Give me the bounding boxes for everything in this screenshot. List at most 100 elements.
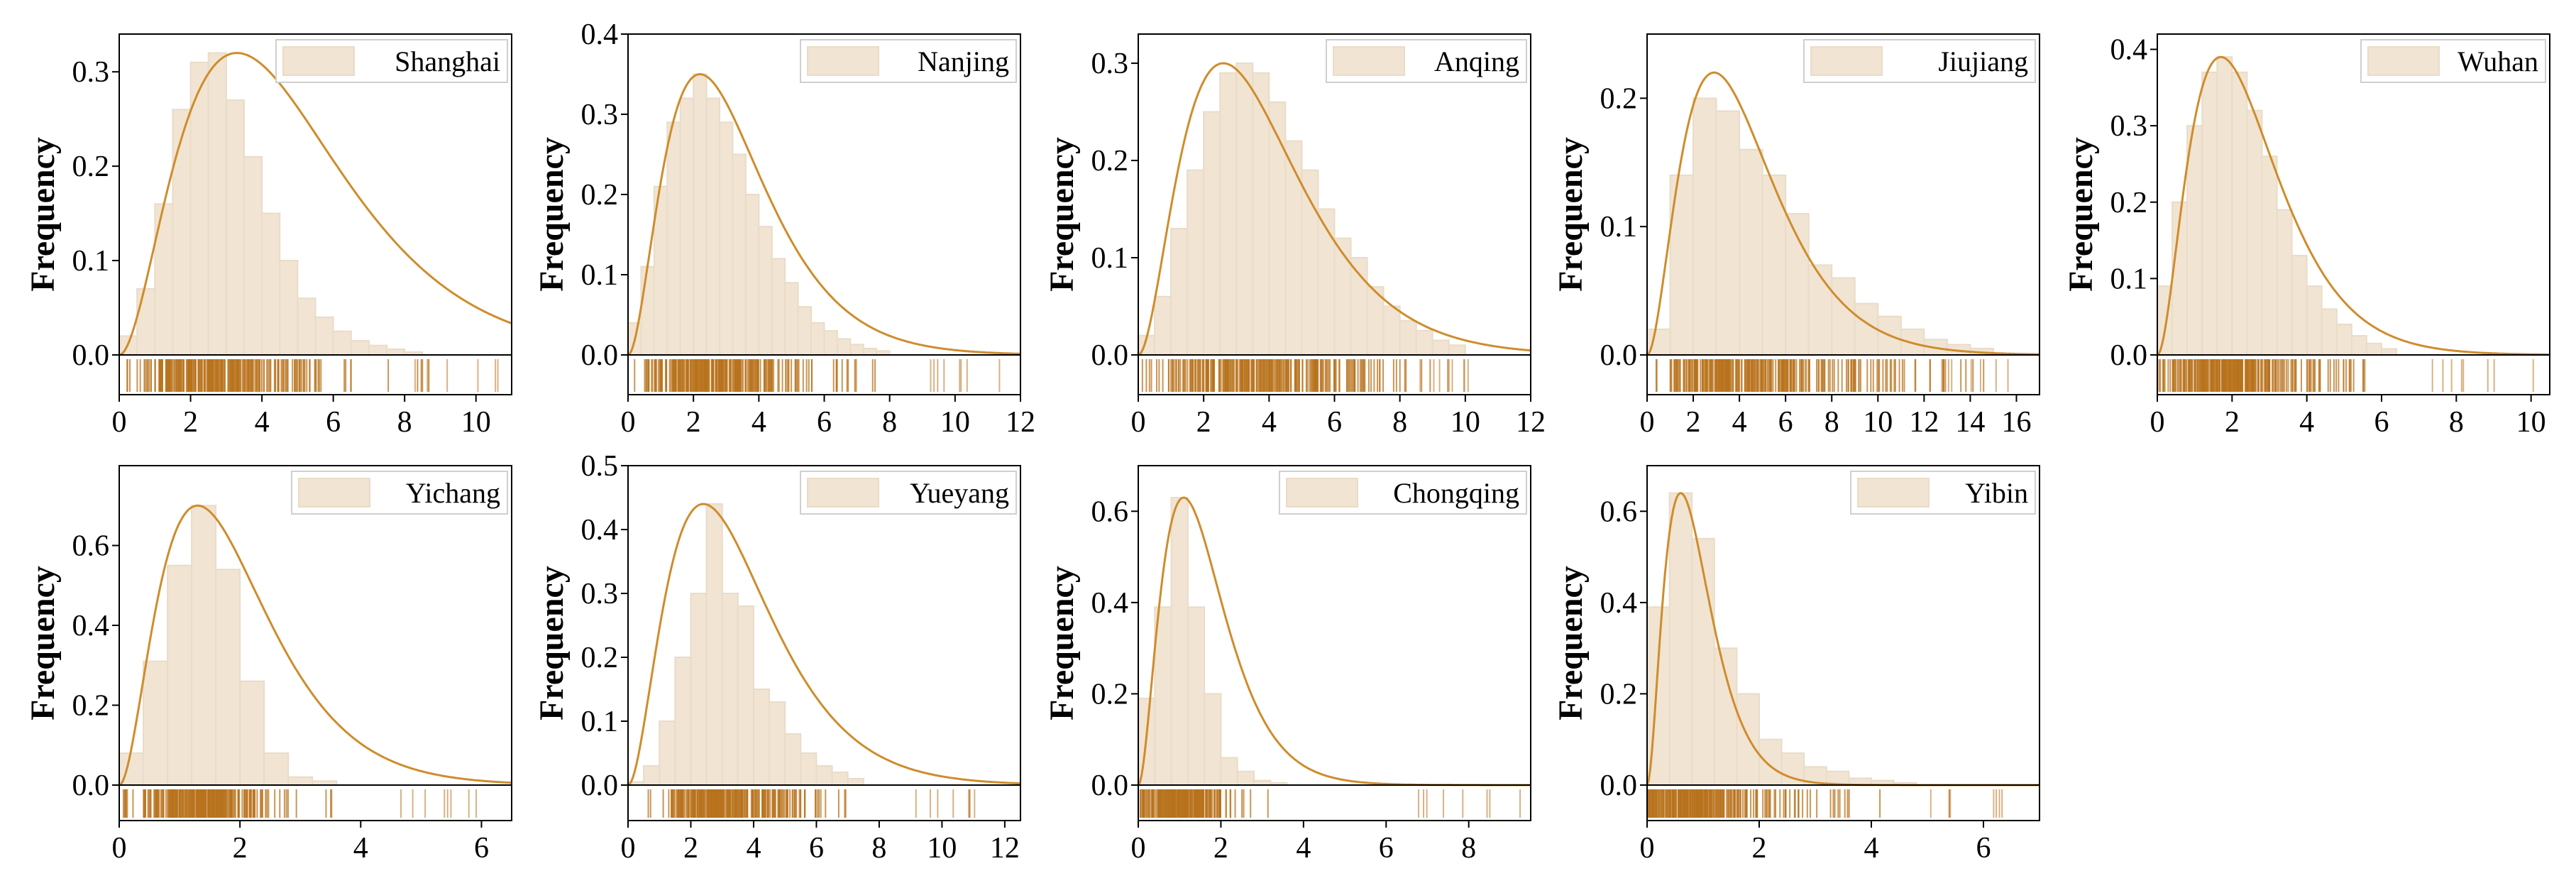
legend-swatch (282, 46, 355, 76)
fit-curve (627, 72, 1021, 356)
x-tick-label: 4 (1864, 832, 1879, 865)
x-tick-label: 10 (1863, 406, 1893, 439)
histogram-bar (2306, 285, 2323, 356)
histogram-bar (297, 297, 317, 356)
histogram-bar (1448, 344, 1466, 356)
y-tick-label: 0.1 (1091, 242, 1129, 275)
legend-swatch (807, 46, 879, 76)
histogram-bar (167, 564, 193, 786)
y-tick-label: 0.3 (2110, 110, 2148, 143)
histogram-bar (2335, 323, 2352, 356)
histogram-bar (1203, 111, 1221, 356)
y-tick-label: 0.5 (581, 450, 619, 483)
x-tick-label: 0 (112, 406, 127, 439)
histogram-bar (1739, 148, 1763, 356)
histogram-bar (1220, 757, 1238, 786)
x-tick-label: 12 (1909, 406, 1939, 439)
histogram-bar (849, 344, 864, 356)
legend-swatch (2367, 46, 2440, 76)
y-tick-label: 0.4 (581, 514, 619, 547)
legend-label: Jiujiang (1938, 45, 2028, 77)
histogram-bar (732, 153, 747, 356)
legend-swatch (1857, 478, 1930, 508)
histogram-bar (1715, 110, 1741, 356)
fit-curve (627, 503, 1021, 786)
x-tick-label: 12 (1006, 406, 1035, 439)
legend-swatch (1286, 478, 1358, 508)
histogram-bar (1236, 770, 1255, 786)
histogram-bar (1317, 208, 1336, 356)
x-tick-label: 2 (183, 406, 198, 439)
y-tick-label: 0.1 (581, 706, 619, 738)
y-tick-label: 0.6 (1600, 495, 1638, 528)
histogram-bar (2381, 348, 2398, 356)
axes-frame (1646, 33, 2040, 395)
histogram-bar (1170, 497, 1189, 786)
x-tick-label: 10 (2516, 406, 2546, 439)
histogram-bar (2246, 109, 2263, 356)
axes-frame (119, 465, 512, 821)
histogram-bar (1758, 738, 1783, 786)
histogram-bar (2321, 308, 2338, 356)
histogram-bar (314, 316, 334, 356)
y-tick-label: 0.4 (1091, 587, 1129, 620)
panel-yibin: 0.0 0.2 0.4 0.6 0 2 4 6 Frequency Yibin (1552, 465, 2040, 865)
histogram-bar (800, 752, 818, 786)
rug-marks (2158, 359, 2534, 392)
y-tick-label: 0.6 (72, 530, 110, 563)
panel-wuhan: 0.0 0.1 0.2 0.3 0.4 0 2 4 6 8 10 Frequency Wuhan (2062, 33, 2550, 439)
rug-marks (647, 789, 976, 818)
x-tick-label: 2 (1752, 832, 1767, 865)
x-tick-label: 2 (686, 406, 701, 439)
rug-marks (1141, 359, 1469, 392)
rug-marks (634, 359, 1001, 392)
x-tick-label: 4 (1296, 832, 1311, 865)
histogram-bar (771, 258, 786, 356)
x-tick-label: 4 (2299, 406, 2314, 439)
x-tick-label: 0 (1131, 406, 1146, 439)
histogram-bar (136, 287, 156, 356)
histogram-bar (847, 778, 864, 786)
histogram-bar (279, 260, 299, 356)
y-tick-label: 0.4 (1600, 587, 1638, 620)
x-tick-label: 10 (1451, 406, 1480, 439)
x-tick-label: 8 (2449, 406, 2464, 439)
y-tick-label: 0.4 (581, 18, 619, 51)
legend-swatch (1810, 46, 1883, 76)
histogram-bar (154, 203, 174, 356)
x-tick-label: 6 (2374, 406, 2389, 439)
histogram-bar (737, 605, 754, 786)
histogram-bar (2216, 56, 2233, 356)
histogram-bar (2276, 209, 2293, 356)
histogram-bar (1713, 647, 1738, 786)
histogram-bar (705, 503, 723, 786)
histogram-bar (1268, 101, 1287, 356)
y-tick-label: 0.2 (2110, 187, 2148, 219)
y-tick-label: 0.0 (72, 339, 110, 372)
x-tick-label: 4 (752, 406, 766, 439)
y-tick-label: 0.0 (72, 769, 110, 802)
histogram-bar (287, 776, 314, 786)
histogram-bar (810, 322, 825, 356)
rug-marks (1138, 789, 1521, 818)
y-tick-label: 0.2 (581, 179, 619, 212)
x-tick-label: 10 (940, 406, 970, 439)
x-tick-label: 12 (990, 832, 1020, 865)
histogram-bar (239, 680, 265, 786)
y-tick-label: 0.1 (2110, 263, 2148, 295)
histogram-bar (2365, 342, 2383, 356)
x-tick-label: 4 (1262, 406, 1277, 439)
histogram-bar (2231, 71, 2248, 356)
legend-label: Anqing (1434, 45, 1519, 77)
legend-label: Yueyang (910, 477, 1009, 509)
histogram-bar (862, 347, 878, 356)
legend-label: Chongqing (1393, 477, 1519, 509)
x-tick-label: 8 (397, 406, 412, 439)
histogram-bar (831, 772, 849, 786)
histogram-bar (752, 689, 771, 786)
panel-yichang: 0.0 0.2 0.4 0.6 0 2 4 6 Frequency Yichang (24, 465, 512, 865)
y-tick-label: 0.2 (1091, 678, 1129, 711)
histogram-bar (2291, 255, 2308, 356)
x-tick-label: 2 (683, 832, 698, 865)
histogram-bar (215, 569, 241, 786)
